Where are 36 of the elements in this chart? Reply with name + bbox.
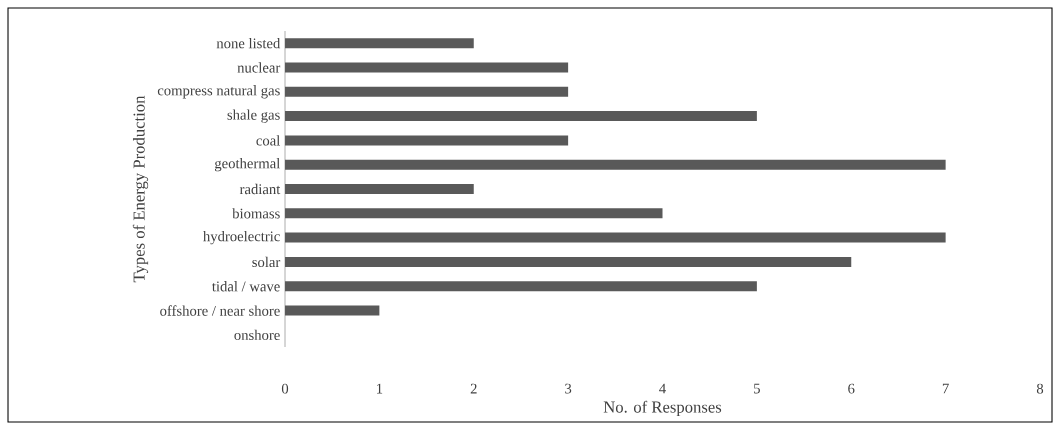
x-tick-label: 3 <box>565 383 572 394</box>
y-axis-title: Types of Energy Production <box>132 95 149 283</box>
x-tick-label: 5 <box>754 383 760 394</box>
bar <box>285 232 946 243</box>
x-tick-label: 0 <box>281 383 289 394</box>
bar <box>285 135 569 146</box>
bar <box>285 111 757 122</box>
y-tick-label: onshore <box>234 329 280 341</box>
y-tick-label: tidal / wave <box>212 281 280 292</box>
bar <box>285 159 946 170</box>
x-tick-label: 4 <box>659 383 666 394</box>
bar <box>285 281 757 292</box>
y-tick-label: geothermal <box>214 158 281 172</box>
x-tick-label: 2 <box>470 383 477 394</box>
y-tick-label: nuclear <box>237 62 281 73</box>
y-tick-label: shale gas <box>227 109 280 123</box>
y-tick-label: coal <box>256 135 281 146</box>
y-tick-label: radiant <box>239 183 281 195</box>
bar <box>285 256 852 267</box>
bar <box>285 62 569 73</box>
y-tick-label: compress natural gas <box>157 85 280 99</box>
x-tick-label: 7 <box>942 383 949 394</box>
x-tick-label: 8 <box>1036 383 1044 394</box>
bar <box>285 38 474 49</box>
y-tick-label: solar <box>252 256 281 268</box>
x-tick-label: 1 <box>377 383 383 394</box>
bar <box>285 305 380 316</box>
bar <box>285 86 569 97</box>
x-tick-label: 6 <box>848 383 855 394</box>
y-tick-label: offshore / near shore <box>160 305 280 316</box>
x-axis-title: No. of Responses <box>603 400 722 417</box>
bar <box>285 208 663 219</box>
bar <box>285 184 474 195</box>
y-tick-label: hydroelectric <box>203 230 280 245</box>
y-tick-label: none listed <box>216 38 281 49</box>
y-tick-label: biomass <box>232 208 280 219</box>
